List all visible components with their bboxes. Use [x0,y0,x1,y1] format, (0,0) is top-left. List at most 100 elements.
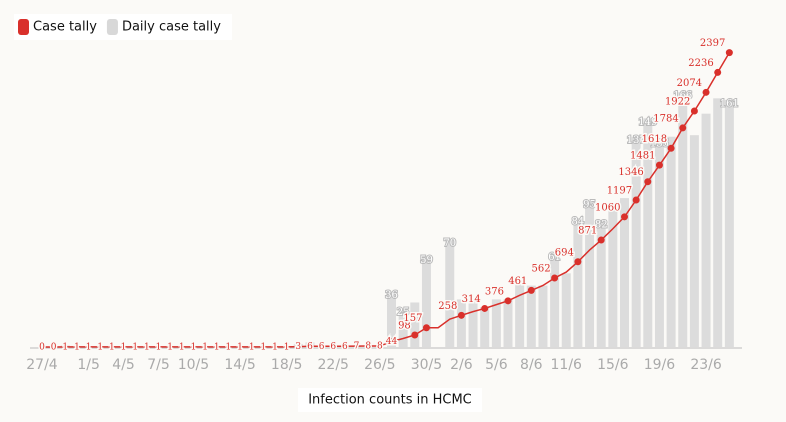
bar-label: 59 [420,255,433,266]
bar [678,92,688,347]
point-label: 461 [508,276,527,287]
bar-label: 84 [572,217,585,228]
line-point [632,196,640,204]
legend-label: Case tally [33,20,97,35]
line-point [527,286,535,294]
point-label: 1 [144,342,150,352]
caption: Infection counts in HCMC [308,393,472,408]
bar-label: 137 [627,135,646,146]
x-tick-label: 23/6 [690,357,722,373]
bar [620,198,629,347]
point-label: 1 [62,342,68,352]
point-label: 1784 [653,113,678,124]
line [42,52,730,348]
bar [293,343,303,347]
point-label: 2074 [677,78,702,89]
point-label: 1 [272,342,278,352]
point-label: 871 [578,226,597,237]
bar [608,205,618,347]
point-label: 6 [319,342,325,352]
bar [468,300,478,347]
bar-label: 61 [548,252,561,263]
point-label: 1 [191,342,197,352]
point-label: 98 [398,320,411,331]
bar-label: 82 [595,220,608,231]
bar-label: 95 [583,200,596,211]
point-label: 3 [295,342,301,352]
bar [445,239,455,347]
point-label: 157 [403,313,422,324]
point-label: 1 [214,342,220,352]
caption-box [298,388,482,412]
point-label: 1 [86,342,92,352]
line-point [411,331,419,339]
bar [526,285,536,347]
point-label: 8 [365,342,371,352]
point-label: 6 [330,342,336,352]
line-point [597,236,605,244]
x-tick-label: 15/6 [597,357,629,373]
line-point [679,124,687,132]
point-label: 258 [438,301,457,312]
bar-label: 70 [443,238,456,249]
point-label: 1 [97,342,103,352]
bar [701,113,711,348]
bar [596,221,606,347]
line-point [388,338,395,346]
point-label: 1060 [595,202,620,213]
point-label: 1 [167,342,173,352]
bar [538,285,548,347]
bar [631,136,641,347]
point-label: 6 [342,342,348,352]
point-label: 44 [386,337,398,347]
bar [410,302,420,347]
point-label: 1 [109,342,115,352]
bar [585,201,595,347]
bar-label: 149 [638,117,657,128]
point-label: 1 [226,342,232,352]
point-label: 562 [532,263,551,274]
line-point [551,274,559,282]
point-label: 0 [51,343,57,353]
x-tick-label: 26/5 [364,357,395,373]
bar-label: 166 [673,91,692,102]
point-label: 6 [307,342,313,352]
point-label: 2236 [688,58,713,69]
bar [573,218,583,347]
x-tick-label: 1/5 [77,357,100,373]
bar-label: 25 [397,307,410,318]
point-label: 1922 [665,96,690,107]
point-label: 1 [202,342,208,352]
bar-label: 36 [385,290,398,301]
line-point [457,311,465,319]
point-label: 1 [260,342,266,352]
bar [456,299,466,347]
bar [421,256,431,347]
x-tick-label: 2/6 [450,357,473,373]
point-label: 8 [377,342,383,352]
point-label: 1 [74,342,80,352]
x-tick-label: 18/5 [271,357,302,373]
bar-label: 161 [720,98,739,109]
line-point [690,107,698,115]
point-label: 2397 [700,38,725,49]
point-label: 1 [284,342,290,352]
legend-swatch [106,19,118,35]
x-tick-label: 27/4 [26,357,58,373]
bar [398,308,408,347]
x-tick-label: 8/6 [520,357,543,373]
bar [480,307,490,347]
bar [724,99,734,348]
point-label: 1 [156,342,162,352]
point-label: 1 [121,342,127,352]
bar-label: 135 [650,138,669,149]
point-label: 1197 [607,186,632,197]
point-label: 7 [354,342,360,352]
point-label: 694 [555,247,574,258]
bar [654,139,664,347]
point-label: 1 [249,342,255,352]
bar [503,299,513,347]
point-label: 1618 [642,134,667,145]
line-point [422,324,430,332]
bar [305,342,315,347]
